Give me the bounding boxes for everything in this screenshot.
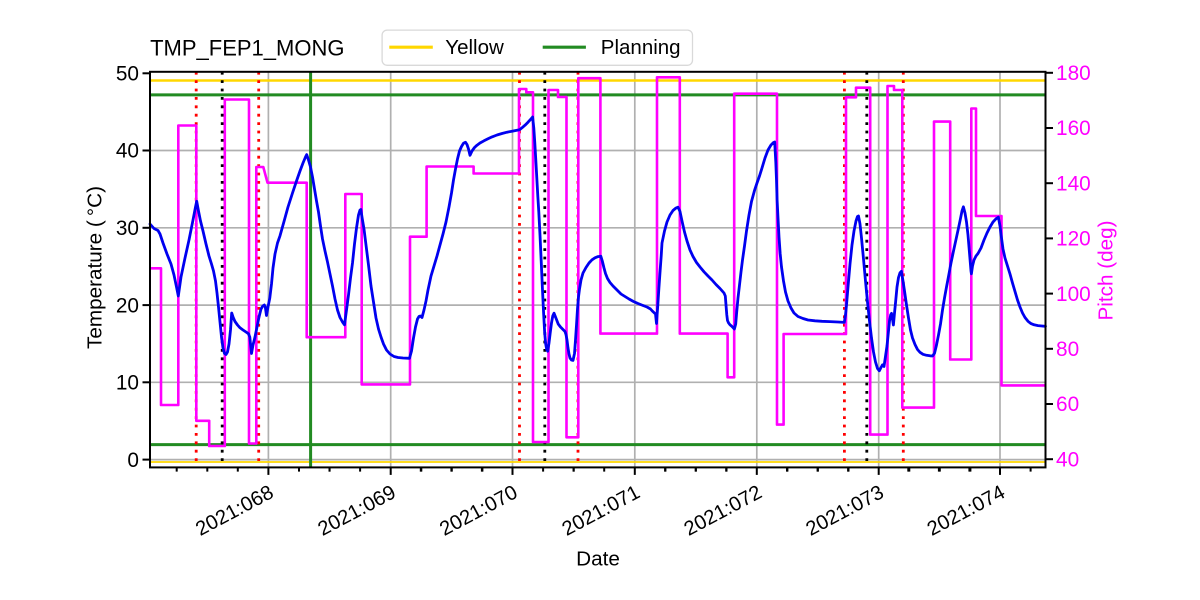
svg-text:40: 40 [116,140,139,163]
svg-text:Yellow: Yellow [445,36,504,59]
svg-text:180: 180 [1056,62,1091,85]
svg-text:0: 0 [127,449,139,472]
svg-text:10: 10 [116,372,139,395]
svg-text:20: 20 [116,294,139,317]
svg-text:30: 30 [116,217,139,240]
svg-text:Date: Date [576,548,620,571]
svg-text:Pitch (deg): Pitch (deg) [1095,220,1118,320]
svg-text:TMP_FEP1_MONG: TMP_FEP1_MONG [150,36,344,61]
svg-text:120: 120 [1056,228,1091,251]
svg-text:60: 60 [1056,393,1079,416]
svg-text:80: 80 [1056,338,1079,361]
svg-text:140: 140 [1056,172,1091,195]
svg-text:Planning: Planning [601,36,681,59]
svg-text:Temperature ( °C): Temperature ( °C) [83,186,106,349]
svg-text:40: 40 [1056,448,1079,471]
svg-text:160: 160 [1056,117,1091,140]
svg-text:100: 100 [1056,283,1091,306]
svg-text:50: 50 [116,63,139,86]
